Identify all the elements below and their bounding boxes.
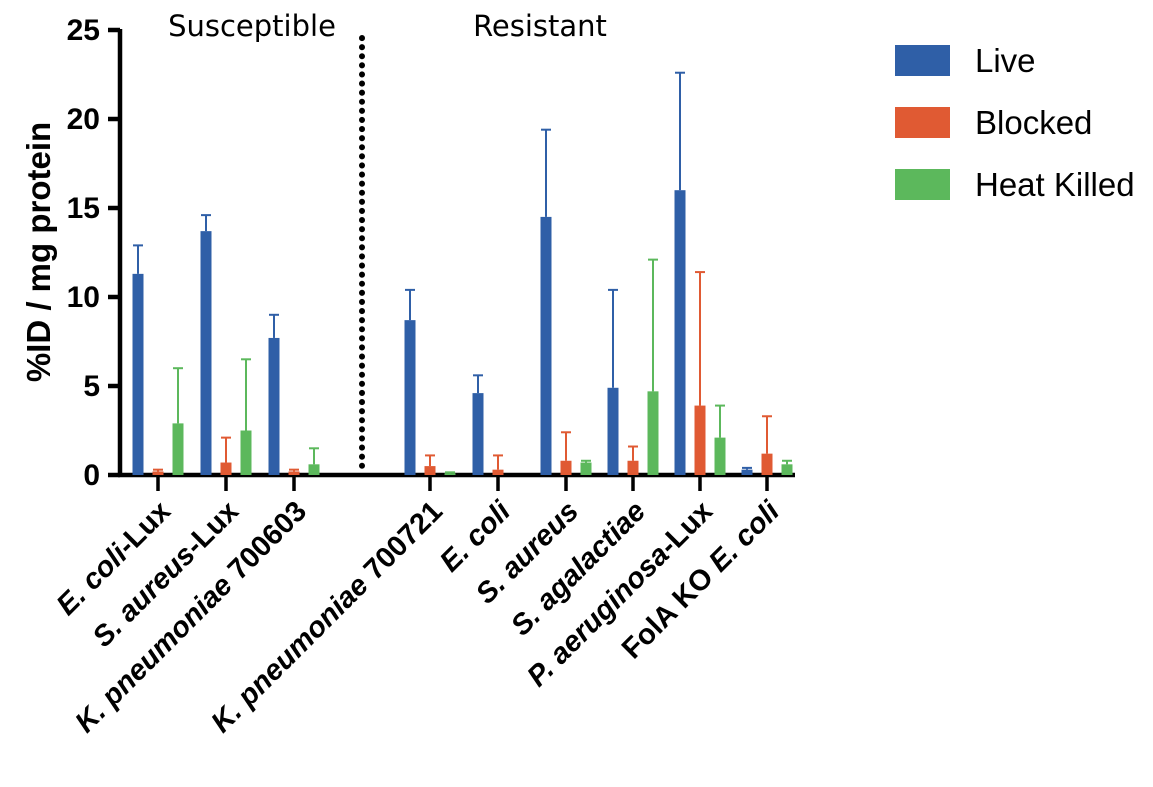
bar-blocked xyxy=(220,462,232,475)
bar-live xyxy=(741,469,753,475)
y-tick-label: 5 xyxy=(83,370,100,403)
legend: Live Blocked Heat Killed xyxy=(895,42,1135,203)
bar-blocked xyxy=(492,469,504,475)
bar-live xyxy=(674,190,686,475)
bar-heat-killed xyxy=(172,423,184,475)
bar-live xyxy=(404,320,416,475)
y-tick-label: 0 xyxy=(83,459,100,492)
bar-heat-killed xyxy=(240,430,252,475)
y-tick-label: 20 xyxy=(67,103,100,136)
y-tick-label: 15 xyxy=(67,192,100,225)
bar-heat-killed xyxy=(308,464,320,475)
legend-label-blocked: Blocked xyxy=(975,104,1092,141)
legend-label-heat-killed: Heat Killed xyxy=(975,166,1135,203)
legend-swatch-blocked xyxy=(895,107,950,138)
bar-live xyxy=(132,273,144,475)
y-tick-label: 25 xyxy=(67,14,100,47)
group-label-resistant: Resistant xyxy=(473,9,607,43)
bar-live xyxy=(607,387,619,475)
bar-live xyxy=(472,393,484,475)
axes: 0 5 10 15 20 25 xyxy=(67,14,795,492)
group-label-susceptible: Susceptible xyxy=(168,9,336,43)
legend-label-live: Live xyxy=(975,42,1036,79)
bar-blocked xyxy=(627,460,639,475)
bar-heat-killed xyxy=(781,464,793,475)
y-tick-label: 10 xyxy=(67,281,100,314)
bar-heat-killed xyxy=(714,437,726,475)
bar-heat-killed xyxy=(444,473,456,475)
bar-blocked xyxy=(424,466,436,475)
bar-blocked xyxy=(694,405,706,475)
y-axis-label: %ID / mg protein xyxy=(20,122,57,382)
bar-blocked xyxy=(288,471,300,475)
bars xyxy=(132,71,793,476)
legend-swatch-heat-killed xyxy=(895,169,950,200)
bar-live xyxy=(540,216,552,475)
bar-live xyxy=(268,337,280,475)
bar-heat-killed xyxy=(647,391,659,475)
bar-blocked xyxy=(560,460,572,475)
bar-blocked xyxy=(761,453,773,475)
bar-blocked xyxy=(152,471,164,475)
bar-heat-killed xyxy=(580,462,592,475)
category-label: K. pneumoniae 700721 xyxy=(205,495,449,739)
bar-live xyxy=(200,231,212,475)
legend-swatch-live xyxy=(895,45,950,76)
